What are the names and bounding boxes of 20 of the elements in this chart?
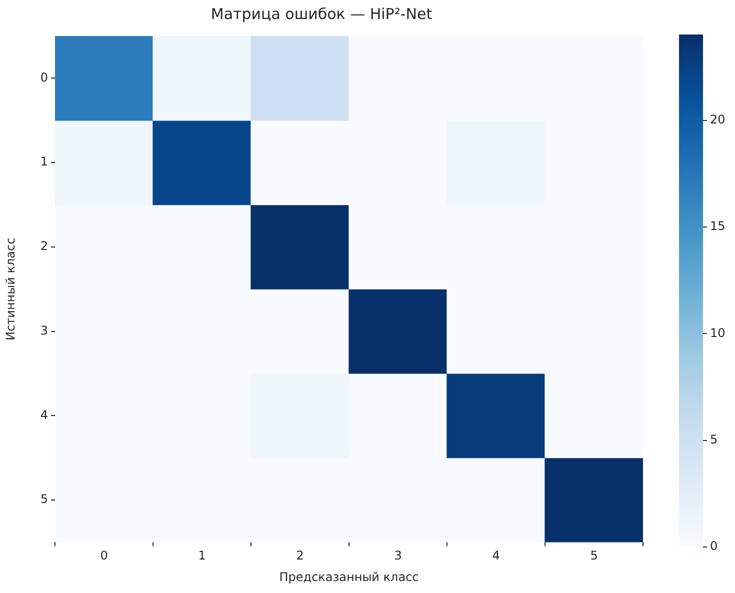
y-tick-label: 4 bbox=[40, 408, 48, 422]
color-bar-label: 15 bbox=[710, 219, 726, 234]
chart-title: Матрица ошибок — HiP²-Net bbox=[210, 4, 432, 23]
x-tick-label: 0 bbox=[100, 548, 108, 563]
y-tick-label: 0 bbox=[40, 70, 48, 84]
x-tick-label: 1 bbox=[198, 548, 206, 563]
x-tick-label: 2 bbox=[296, 548, 304, 563]
y-tick-label: 5 bbox=[40, 492, 48, 506]
x-tick-label: 4 bbox=[492, 548, 500, 563]
color-bar-label: 10 bbox=[710, 326, 726, 340]
color-bar-label: 20 bbox=[710, 112, 726, 126]
y-axis-title: Истинный класс bbox=[3, 238, 18, 340]
x-tick-label: 5 bbox=[590, 548, 598, 563]
y-tick-label: 3 bbox=[40, 323, 48, 338]
y-tick-label: 2 bbox=[40, 239, 48, 254]
x-tick-label: 3 bbox=[394, 548, 402, 563]
y-tick-label: 1 bbox=[40, 154, 48, 169]
color-bar-label: 0 bbox=[710, 539, 718, 554]
x-axis-title: Предсказанный класс bbox=[279, 570, 419, 584]
color-bar-label: 5 bbox=[710, 432, 718, 446]
